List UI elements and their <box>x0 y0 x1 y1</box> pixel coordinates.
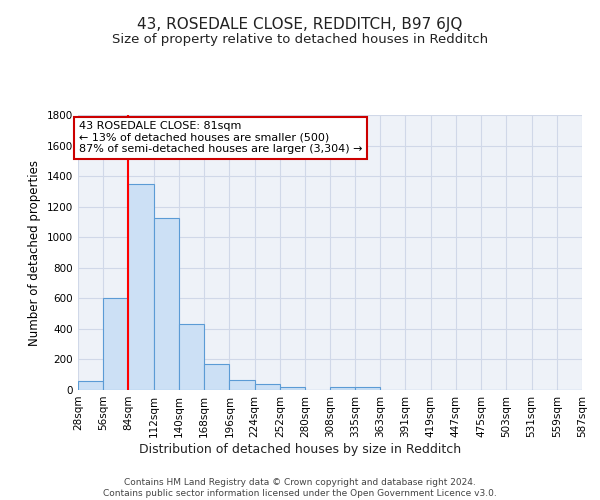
Y-axis label: Number of detached properties: Number of detached properties <box>28 160 41 346</box>
Bar <box>128 184 154 390</box>
Bar <box>154 218 179 390</box>
Text: 43, ROSEDALE CLOSE, REDDITCH, B97 6JQ: 43, ROSEDALE CLOSE, REDDITCH, B97 6JQ <box>137 18 463 32</box>
Text: 43 ROSEDALE CLOSE: 81sqm
← 13% of detached houses are smaller (500)
87% of semi-: 43 ROSEDALE CLOSE: 81sqm ← 13% of detach… <box>79 121 362 154</box>
Bar <box>355 387 380 390</box>
Bar <box>204 364 229 390</box>
Bar <box>280 387 305 390</box>
Bar <box>179 324 204 390</box>
Text: Size of property relative to detached houses in Redditch: Size of property relative to detached ho… <box>112 32 488 46</box>
Bar <box>331 387 355 390</box>
Bar <box>78 381 103 390</box>
Bar <box>255 384 280 390</box>
Bar <box>229 380 255 390</box>
Text: Contains HM Land Registry data © Crown copyright and database right 2024.
Contai: Contains HM Land Registry data © Crown c… <box>103 478 497 498</box>
Text: Distribution of detached houses by size in Redditch: Distribution of detached houses by size … <box>139 442 461 456</box>
Bar <box>103 298 128 390</box>
